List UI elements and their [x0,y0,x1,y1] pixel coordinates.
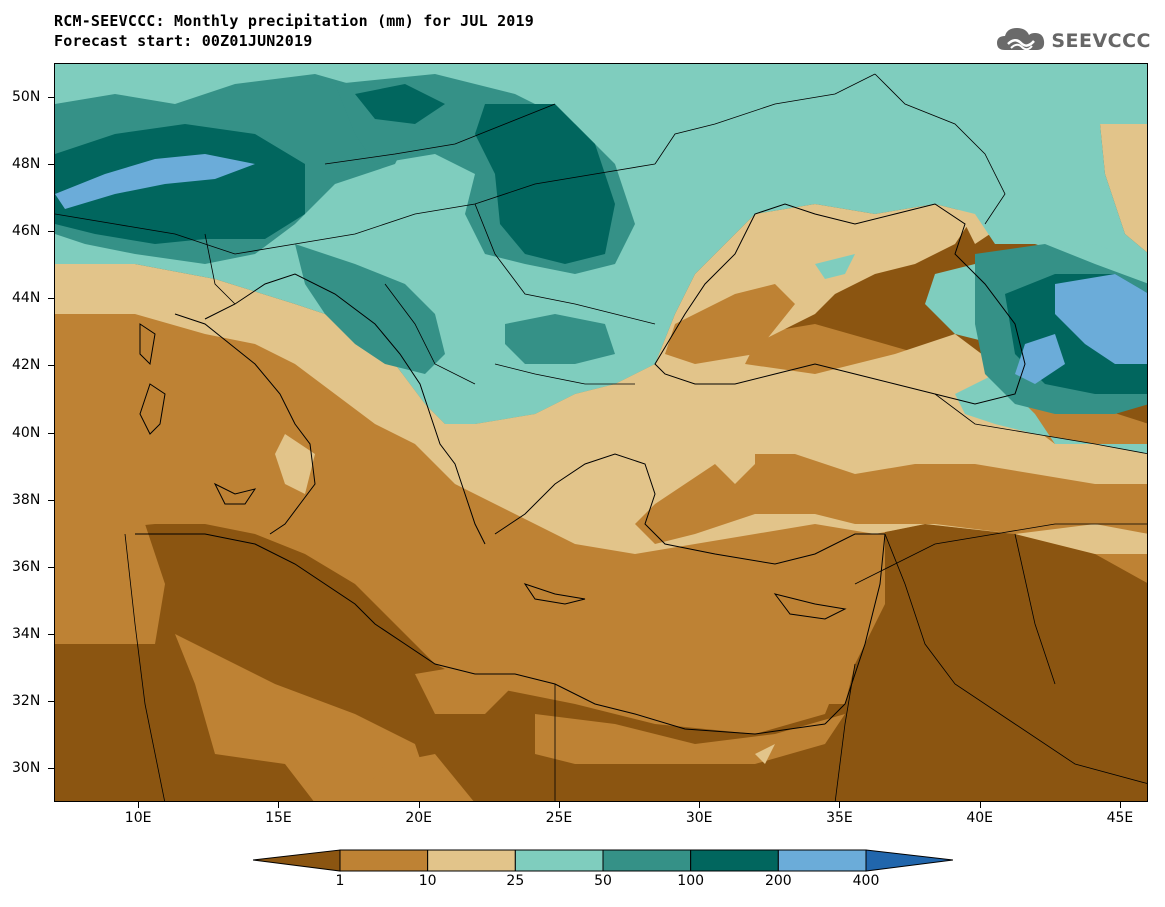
lon-tick-mark [839,802,841,808]
map-title: RCM-SEEVCCC: Monthly precipitation (mm) … [54,12,534,30]
lat-tick-mark [48,365,54,367]
country-borders [55,73,1147,801]
lon-tick-label: 35E [826,810,853,826]
lat-tick-mark [48,499,54,501]
lon-tick-label: 15E [265,810,292,826]
lat-tick-label: 30N [12,760,41,777]
coastlines [135,203,1026,735]
colorbar-label: 50 [594,873,612,889]
lat-tick-label: 36N [12,558,41,575]
colorbar-label: 100 [677,873,705,889]
lon-tick-mark [699,802,701,808]
precipitation-map [54,63,1148,802]
colorbar-segment [777,849,867,872]
lon-tick-mark [1119,802,1121,808]
cloud-icon [995,24,1047,58]
lon-tick-label: 45E [1106,810,1134,826]
lon-tick-label: 10E [124,810,152,826]
colorbar-segment [427,849,516,872]
lon-tick-label: 30E [685,810,713,826]
field-200-400 [55,154,1147,384]
lon-tick-mark [278,802,280,808]
colorbar-segment [253,849,341,872]
lat-tick-mark [48,768,54,770]
lat-tick-label: 46N [12,222,41,239]
lon-tick-mark [418,802,420,808]
colorbar-label: 1 [335,873,345,889]
lat-tick-mark [48,298,54,300]
lat-tick-label: 32N [12,693,41,710]
colorbar-label: 200 [764,873,792,889]
field-blacksea-dry [665,284,795,364]
lon-tick-mark [558,802,560,808]
forecast-start-label: Forecast start: 00Z01JUN2019 [54,32,313,50]
lon-tick-mark [979,802,981,808]
lat-tick-mark [48,230,54,232]
lat-tick-label: 38N [12,491,41,508]
colorbar-segment [690,849,779,872]
seevccc-logo: SEEVCCC [995,24,1151,58]
colorbar-segment [865,849,953,872]
lon-tick-mark [138,802,140,808]
lon-tick-label: 40E [966,810,994,826]
colorbar-label: 400 [852,873,880,889]
lat-tick-mark [48,96,54,98]
lat-tick-label: 40N [12,424,41,441]
colorbar-label: 25 [506,873,525,889]
lat-tick-mark [48,566,54,568]
lat-tick-mark [48,701,54,703]
lon-tick-label: 20E [405,810,432,826]
lat-tick-label: 42N [12,357,41,374]
lon-tick-label: 25E [545,810,573,826]
colorbar [253,849,953,872]
lat-tick-label: 44N [12,290,41,307]
colorbar-label: 10 [418,873,437,889]
logo-text: SEEVCCC [1051,30,1151,52]
lat-tick-mark [48,634,54,636]
lat-tick-label: 48N [12,155,41,172]
colorbar-segment [339,849,429,872]
lat-tick-label: 34N [12,626,41,643]
lat-tick-label: 50N [12,88,41,105]
lat-tick-mark [48,163,54,165]
colorbar-segment [602,849,692,872]
lat-tick-mark [48,432,54,434]
map-canvas [55,64,1147,801]
colorbar-segment [514,849,604,872]
